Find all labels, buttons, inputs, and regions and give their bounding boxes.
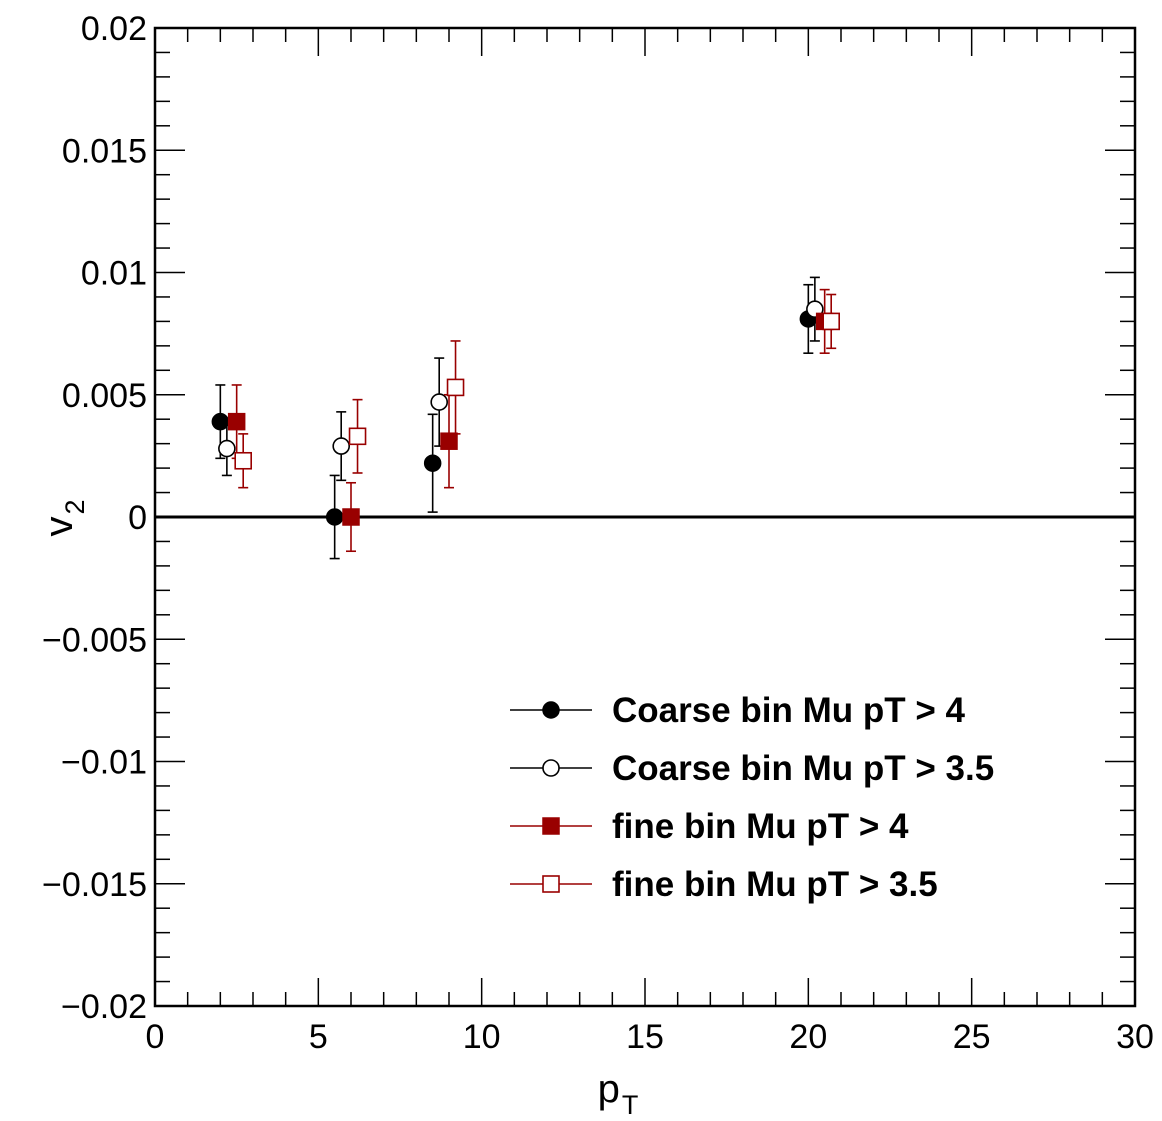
legend-label: fine bin Mu pT > 4: [612, 807, 909, 846]
data-point: [423, 454, 442, 472]
legend-marker: [542, 875, 560, 893]
y-tick-label: −0.005: [42, 621, 147, 659]
legend-entry: fine bin Mu pT > 4: [510, 807, 909, 846]
y-tick-label: −0.02: [61, 988, 147, 1026]
legend-marker: [542, 817, 560, 835]
legend-entry: fine bin Mu pT > 3.5: [510, 865, 938, 904]
x-axis-title: pT: [598, 1067, 639, 1120]
series-3: [227, 288, 834, 553]
data-point: [227, 412, 246, 431]
data-point: [332, 437, 351, 455]
legend-entry: Coarse bin Mu pT > 3.5: [510, 749, 994, 788]
x-tick-label: 25: [953, 1018, 991, 1056]
data-point: [430, 393, 449, 411]
x-axis-title-main: p: [598, 1067, 620, 1111]
y-tick-label: 0.01: [81, 255, 147, 293]
data-point: [822, 312, 841, 331]
legend-label: fine bin Mu pT > 3.5: [612, 865, 938, 904]
series-2: [218, 276, 824, 482]
legend-marker: [542, 701, 560, 719]
y-axis-title-sub: 2: [60, 499, 90, 514]
y-tick-label: −0.01: [61, 744, 147, 782]
y-axis-title: v2: [37, 499, 90, 536]
data-point: [446, 378, 465, 397]
data-point: [342, 508, 360, 526]
plot-frame: [153, 26, 1137, 1008]
data-point: [348, 427, 367, 446]
tick-labels: 0 5 10 15 20 25 30 −0.02 −0.015 −0.01 −0.005 0 0.005…: [42, 10, 1154, 1056]
y-tick-label: −0.015: [42, 866, 147, 904]
x-tick-label: 20: [789, 1018, 827, 1056]
data-point: [440, 432, 458, 450]
x-tick-label: 0: [146, 1018, 165, 1056]
legend-label: Coarse bin Mu pT > 3.5: [612, 749, 994, 788]
legend-label: Coarse bin Mu pT > 4: [612, 691, 966, 730]
legend-marker: [542, 759, 560, 777]
legend: Coarse bin Mu pT > 4 Coarse bin Mu pT > 3…: [510, 691, 994, 904]
legend-entry: Coarse bin Mu pT > 4: [510, 691, 966, 730]
x-tick-label: 30: [1116, 1018, 1154, 1056]
data-points: [211, 276, 841, 560]
data-point: [325, 508, 344, 526]
y-tick-label: 0.02: [81, 10, 147, 48]
y-tick-label: 0.005: [62, 377, 147, 415]
x-tick-label: 5: [309, 1018, 328, 1056]
y-tick-label: 0.015: [62, 132, 147, 170]
data-point: [234, 451, 252, 470]
x-axis-title-sub: T: [622, 1090, 639, 1120]
y-axis-title-main: v: [37, 517, 81, 537]
series-4: [234, 293, 841, 489]
x-tick-label: 15: [626, 1018, 664, 1056]
y-tick-label: 0: [128, 499, 147, 537]
data-point: [218, 439, 236, 458]
x-tick-label: 10: [463, 1018, 501, 1056]
